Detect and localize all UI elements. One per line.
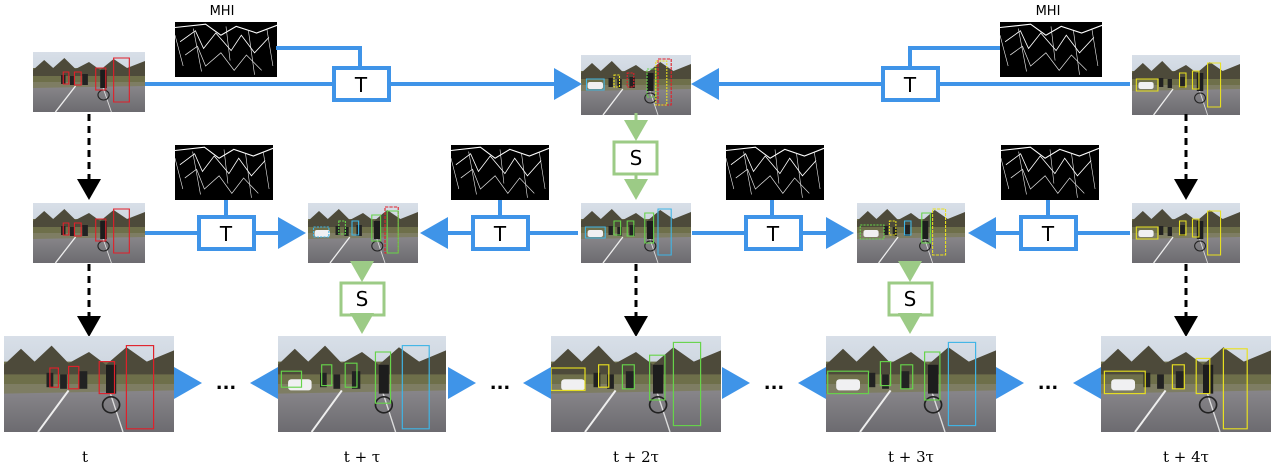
t-label-row2-3: T: [766, 222, 780, 246]
frame-row1-right: [1132, 55, 1240, 115]
frame-row2-2: [308, 203, 418, 263]
frame-row3-2: [278, 336, 446, 432]
ellipsis-4: ...: [1038, 373, 1059, 394]
row1: [32, 21, 1240, 115]
s-label-right: S: [904, 287, 917, 311]
frame-row3-3: [550, 336, 721, 432]
t-box-row1-left: [332, 66, 391, 102]
time-label-t-plus-tau: t + τ: [344, 448, 380, 466]
t-box-row1-right: [881, 66, 940, 102]
t-label-row1-left: T: [354, 73, 368, 97]
mhi-row1-left: [174, 21, 278, 78]
frame-row3-5: [1101, 336, 1271, 432]
ellipsis-2: ...: [490, 373, 511, 394]
mhi-row2-2: [450, 144, 550, 201]
row3: [2, 334, 1271, 434]
frame-row1-center: [581, 55, 691, 115]
frame-row2-1: [32, 202, 146, 264]
s-box-right: [887, 281, 934, 317]
t-label-row1-right: T: [903, 73, 917, 97]
frame-row2-3: [581, 203, 691, 263]
s-label-upper: S: [630, 146, 643, 170]
frame-row3-4: [826, 336, 996, 432]
t-label-row2-1: T: [219, 222, 233, 246]
s-box-left: [339, 281, 386, 317]
ellipsis-1: ...: [216, 373, 237, 394]
row2: [32, 144, 1240, 264]
t-box-row2-4: [1019, 215, 1078, 251]
mhi-row1-right: [999, 21, 1103, 78]
time-label-t-plus-2tau: t + 2τ: [613, 448, 659, 466]
frame-row2-5: [1132, 203, 1240, 263]
mhi-label-left: MHI: [210, 4, 235, 19]
mhi-label-right: MHI: [1036, 4, 1061, 19]
mhi-row2-3: [725, 144, 825, 201]
s-label-left: S: [356, 287, 369, 311]
frame-row1-left: [32, 51, 146, 113]
frame-row3-1: [2, 334, 176, 434]
time-label-t: t: [82, 448, 88, 466]
t-label-row2-4: T: [1041, 222, 1055, 246]
mhi-row2-1: [174, 144, 274, 201]
t-box-row2-2: [471, 215, 530, 251]
t-box-row2-3: [744, 215, 803, 251]
ellipsis-3: ...: [764, 373, 785, 394]
mhi-row2-4: [1000, 144, 1100, 201]
frame-row2-4: [857, 203, 965, 263]
t-box-row2-1: [197, 215, 256, 251]
time-label-t-plus-3tau: t + 3τ: [888, 448, 934, 466]
time-label-t-plus-4tau: t + 4τ: [1163, 448, 1209, 466]
t-label-row2-2: T: [493, 222, 507, 246]
